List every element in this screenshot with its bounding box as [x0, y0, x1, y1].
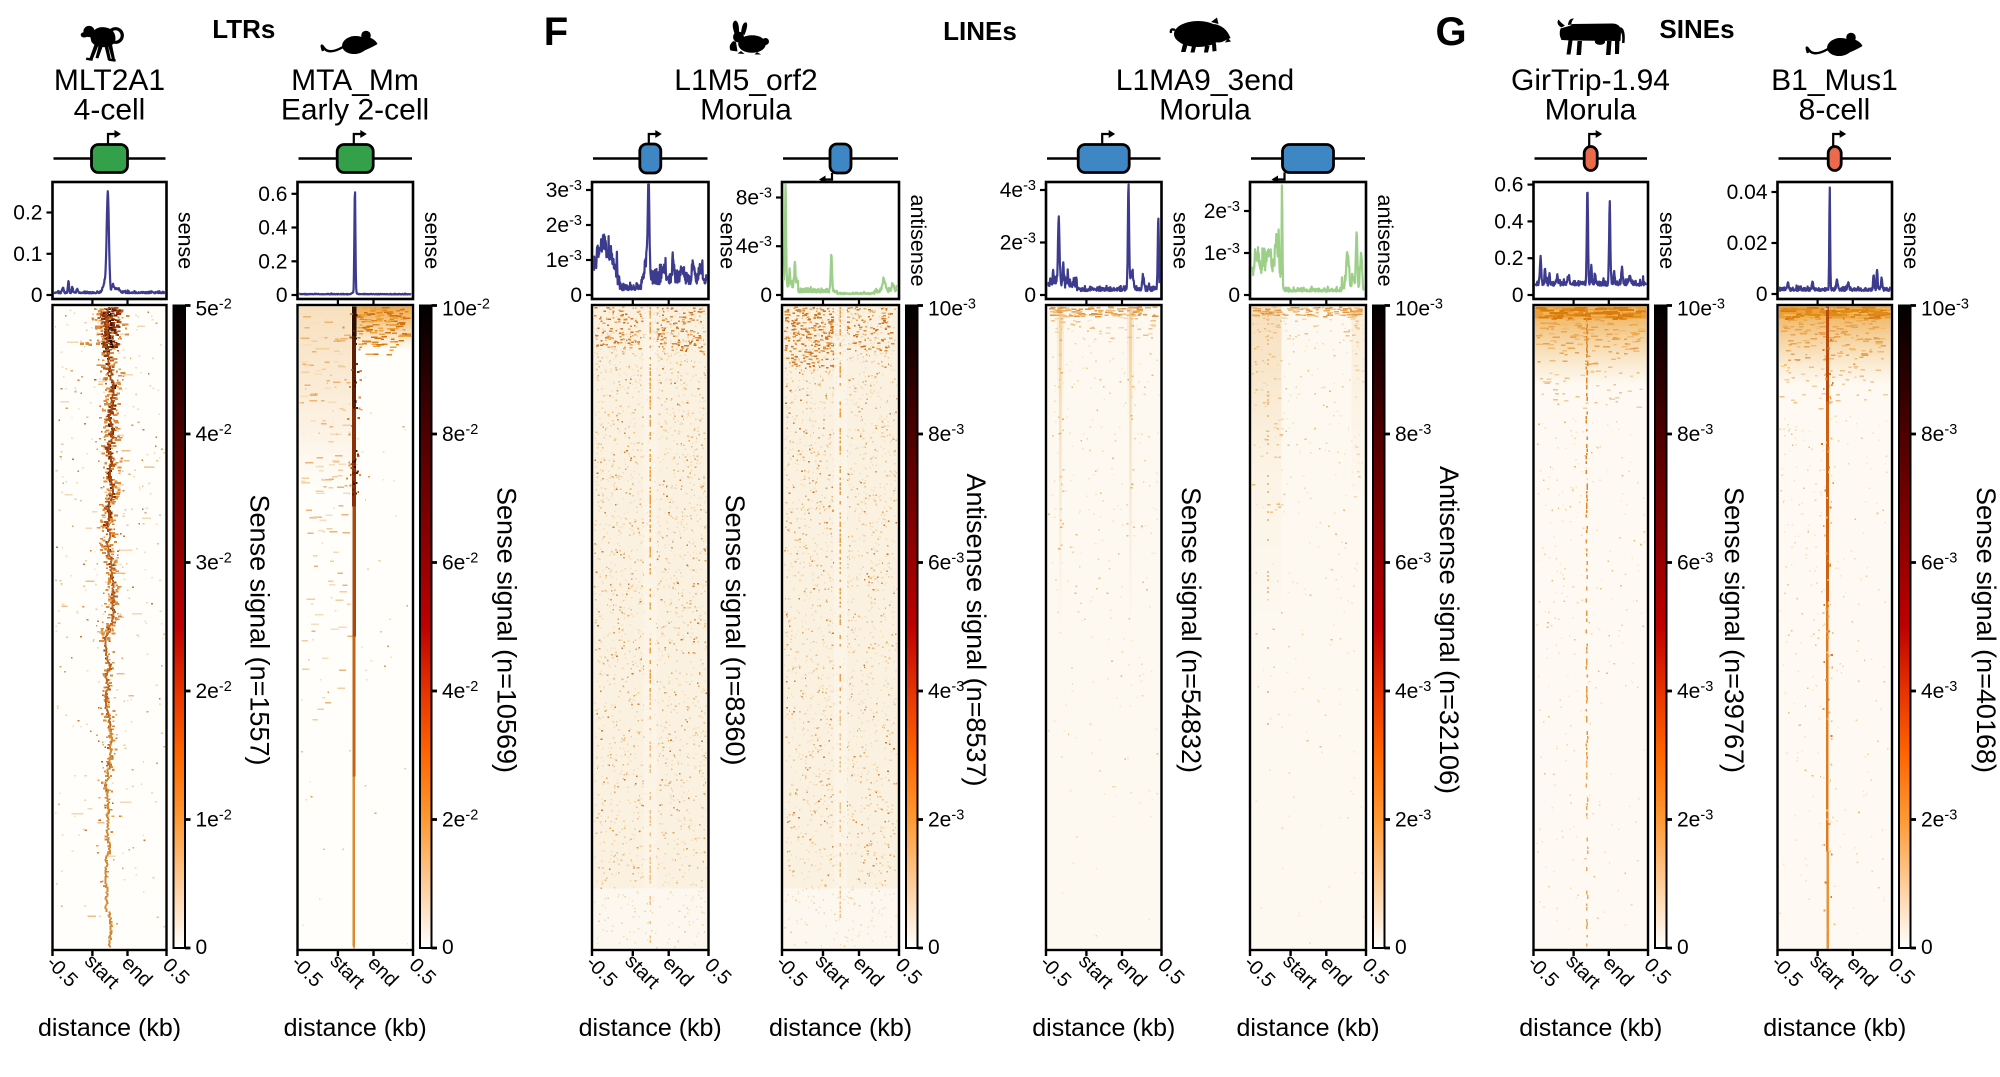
svg-text:0.4: 0.4: [1494, 210, 1524, 233]
svg-text:G: G: [1435, 10, 1466, 54]
svg-text:antisense: antisense: [1373, 194, 1397, 286]
svg-text:F: F: [544, 10, 568, 54]
svg-text:distance (kb): distance (kb): [38, 1014, 181, 1042]
svg-text:Sense signal (n=10569): Sense signal (n=10569): [492, 487, 522, 773]
svg-text:distance (kb): distance (kb): [1763, 1014, 1906, 1042]
svg-text:Sense signal (n=8360): Sense signal (n=8360): [720, 495, 750, 766]
svg-text:0.6: 0.6: [1494, 174, 1523, 197]
svg-text:Sense signal (n=39767): Sense signal (n=39767): [1719, 487, 1749, 773]
svg-text:0.6: 0.6: [258, 183, 287, 206]
svg-text:0: 0: [760, 284, 772, 307]
svg-text:Early 2-cell: Early 2-cell: [281, 94, 429, 127]
svg-text:Morula: Morula: [1545, 94, 1637, 127]
svg-text:sense: sense: [1169, 212, 1193, 269]
svg-text:0.04: 0.04: [1727, 181, 1768, 204]
svg-text:0.2: 0.2: [258, 250, 287, 273]
svg-text:2e-3: 2e-3: [928, 808, 964, 832]
svg-text:Antisense signal (n=32106): Antisense signal (n=32106): [1434, 466, 1464, 794]
svg-text:3e-2: 3e-2: [196, 551, 232, 575]
svg-text:0.1: 0.1: [13, 243, 42, 266]
svg-text:MTA_Mm: MTA_Mm: [291, 64, 419, 97]
svg-text:distance (kb): distance (kb): [1032, 1014, 1175, 1042]
svg-text:LTRs: LTRs: [212, 14, 275, 44]
svg-text:0: 0: [1677, 936, 1689, 959]
svg-text:2e-2: 2e-2: [442, 808, 478, 832]
svg-text:0: 0: [31, 284, 43, 307]
svg-text:sense: sense: [716, 212, 740, 269]
svg-text:sense: sense: [420, 212, 444, 269]
svg-text:0: 0: [1756, 283, 1768, 306]
svg-text:distance (kb): distance (kb): [579, 1014, 722, 1042]
svg-text:Morula: Morula: [1159, 94, 1251, 127]
svg-text:antisense: antisense: [906, 194, 930, 286]
svg-text:0: 0: [442, 936, 454, 959]
svg-text:L1M5_orf2: L1M5_orf2: [674, 64, 817, 97]
svg-text:distance (kb): distance (kb): [1236, 1014, 1379, 1042]
svg-text:distance (kb): distance (kb): [1519, 1014, 1662, 1042]
svg-text:2e-3: 2e-3: [1921, 808, 1957, 832]
svg-text:B1_Mus1: B1_Mus1: [1771, 64, 1898, 97]
svg-text:6e-3: 6e-3: [1395, 551, 1431, 575]
svg-text:8-cell: 8-cell: [1799, 94, 1871, 127]
svg-text:0: 0: [1395, 936, 1407, 959]
svg-text:2e-3: 2e-3: [1204, 199, 1240, 223]
svg-text:10e-3: 10e-3: [1677, 297, 1725, 321]
svg-text:0: 0: [1024, 284, 1036, 307]
svg-text:sense: sense: [1899, 212, 1923, 269]
svg-text:sense: sense: [174, 212, 198, 269]
svg-text:0.4: 0.4: [258, 217, 288, 240]
svg-text:MLT2A1: MLT2A1: [54, 64, 165, 97]
svg-text:L1MA9_3end: L1MA9_3end: [1116, 64, 1294, 97]
svg-text:distance (kb): distance (kb): [769, 1014, 912, 1042]
svg-text:0: 0: [276, 284, 288, 307]
svg-text:Sense signal (n=40168): Sense signal (n=40168): [1971, 487, 2000, 773]
svg-text:LINEs: LINEs: [943, 16, 1017, 46]
svg-text:distance (kb): distance (kb): [284, 1014, 427, 1042]
svg-text:4-cell: 4-cell: [74, 94, 146, 127]
svg-text:0: 0: [1921, 936, 1933, 959]
svg-text:0.2: 0.2: [1494, 247, 1523, 270]
svg-text:Sense signal (n=1557): Sense signal (n=1557): [245, 495, 275, 766]
svg-text:Sense signal (n=54832): Sense signal (n=54832): [1176, 487, 1206, 773]
svg-text:sense: sense: [1655, 212, 1679, 269]
svg-text:Antisense signal (n=8537): Antisense signal (n=8537): [961, 474, 991, 787]
svg-text:0: 0: [1228, 284, 1240, 307]
svg-text:0.2: 0.2: [13, 202, 42, 225]
svg-text:0: 0: [196, 936, 208, 959]
svg-text:GirTrip-1.94: GirTrip-1.94: [1511, 64, 1670, 97]
svg-text:SINEs: SINEs: [1659, 14, 1734, 44]
svg-text:0: 0: [928, 936, 940, 959]
svg-text:0.02: 0.02: [1727, 232, 1768, 255]
svg-text:0: 0: [1512, 284, 1524, 307]
svg-text:0: 0: [570, 284, 582, 307]
svg-text:Morula: Morula: [700, 94, 792, 127]
